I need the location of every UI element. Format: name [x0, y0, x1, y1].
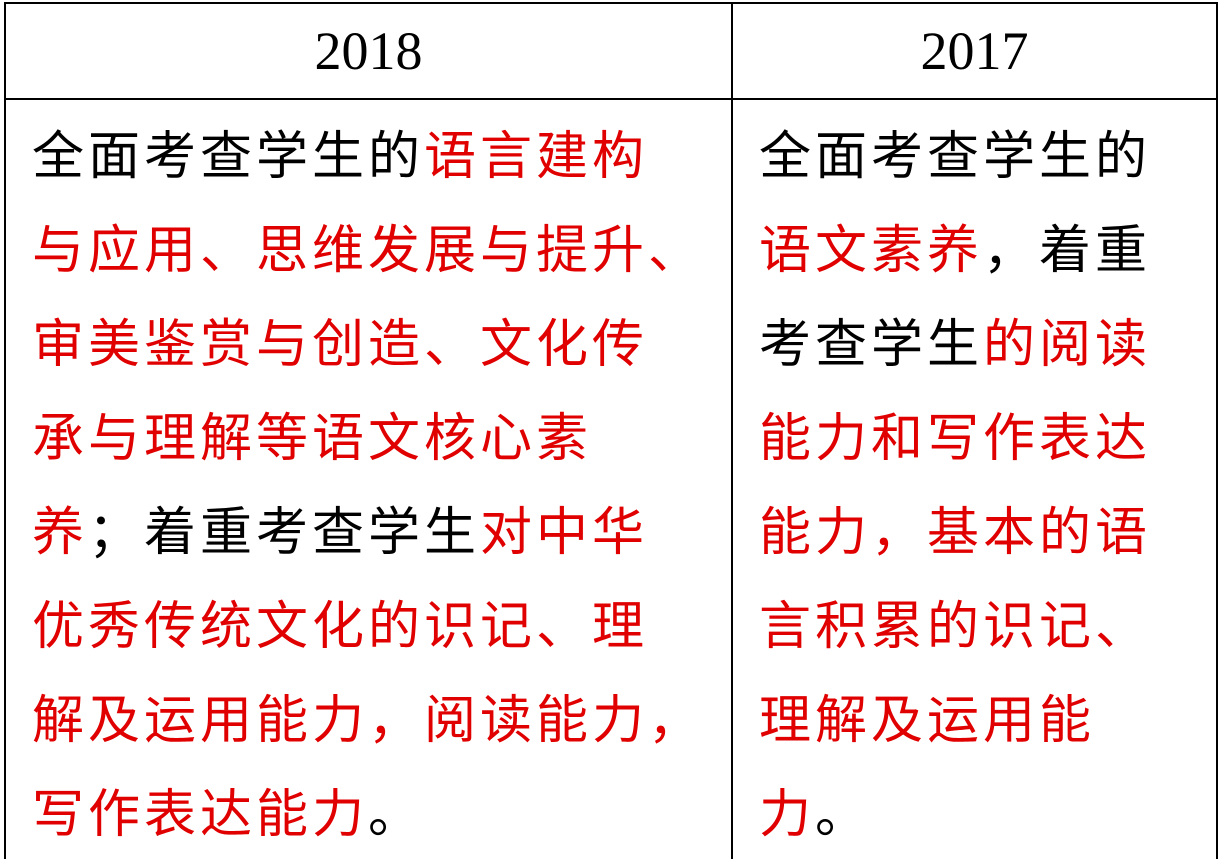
- text-line: 写作表达能力。: [32, 768, 731, 859]
- text-line: 考查学生的阅读: [759, 298, 1216, 392]
- body-cell: 全面考查学生的 语文素养，着重 考查学生的阅读 能力和写作表达 能力，基本的语 言积累的识…: [731, 98, 1218, 859]
- text-line: 承与理解等语文核心素: [32, 392, 731, 486]
- text-run: 对中华: [480, 503, 649, 563]
- text-run: ，着重: [983, 221, 1152, 281]
- text-line: 审美鉴赏与创造、文化传: [32, 298, 731, 392]
- text-line: 全面考查学生的语言建构: [32, 110, 731, 204]
- text-line: 言积累的识记、: [759, 580, 1216, 674]
- text-line: 力。: [759, 768, 1216, 859]
- text-line: 能力，基本的语: [759, 486, 1216, 580]
- text-run: 能力和写作表达: [759, 409, 1152, 469]
- text-run: 考查学生: [759, 315, 984, 375]
- body-cell: 全面考查学生的语言建构与应用、思维发展与提升、 审美鉴赏与创造、文化传 承与理解等语…: [4, 98, 733, 859]
- text-run: 理解及运用能: [759, 691, 1096, 751]
- text-run: 全面考查学生的: [32, 127, 425, 187]
- text-run: 优秀传统文化的识记、理: [32, 597, 649, 657]
- text-run: 与应用、思维发展与提升、: [32, 221, 705, 281]
- header-cell: 2017: [731, 2, 1218, 100]
- text-run: 审美鉴赏与创造、文化传: [32, 315, 649, 375]
- text-line: 语文素养，着重: [759, 204, 1216, 298]
- text-run: ；着重考查学生: [88, 503, 481, 563]
- text-line: 能力和写作表达: [759, 392, 1216, 486]
- text-run: 的阅读: [983, 315, 1152, 375]
- text-line: 优秀传统文化的识记、理: [32, 580, 731, 674]
- comparison-table: 2018 2017 全面考查学生的语言建构 与应用、思维发展与提升、 审美鉴赏与创造…: [4, 2, 1218, 859]
- text-run: 养: [32, 503, 89, 563]
- text-run: 语文素养: [759, 221, 984, 281]
- text-run: 。: [368, 785, 425, 845]
- text-line: 与应用、思维发展与提升、: [32, 204, 731, 298]
- cell-text: 全面考查学生的 语文素养，着重 考查学生的阅读 能力和写作表达 能力，基本的语 言积累的识…: [733, 100, 1216, 859]
- text-run: 解及运用能力，阅读能力，: [32, 691, 705, 751]
- text-line: 养；着重考查学生对中华: [32, 486, 731, 580]
- text-run: 。: [815, 785, 872, 845]
- body-row: 全面考查学生的语言建构 与应用、思维发展与提升、 审美鉴赏与创造、文化传 承与理解等语…: [4, 98, 1218, 859]
- text-run: 语言建构: [424, 127, 649, 187]
- text-run: 承与理解等语文核心素: [32, 409, 593, 469]
- text-run: 力: [759, 785, 816, 845]
- text-run: 写作表达能力: [32, 785, 369, 845]
- text-line: 理解及运用能: [759, 674, 1216, 768]
- cell-text: 全面考查学生的语言建构与应用、思维发展与提升、 审美鉴赏与创造、文化传 承与理解等语…: [6, 100, 731, 859]
- text-run: 全面考查学生的: [759, 127, 1152, 187]
- text-line: 解及运用能力，阅读能力，: [32, 674, 731, 768]
- header-cell: 2018: [4, 2, 733, 100]
- header-row: 2018 2017: [4, 2, 1218, 100]
- text-run: 能力，基本的语: [759, 503, 1152, 563]
- text-line: 全面考查学生的: [759, 110, 1216, 204]
- text-run: 言积累的识记、: [759, 597, 1152, 657]
